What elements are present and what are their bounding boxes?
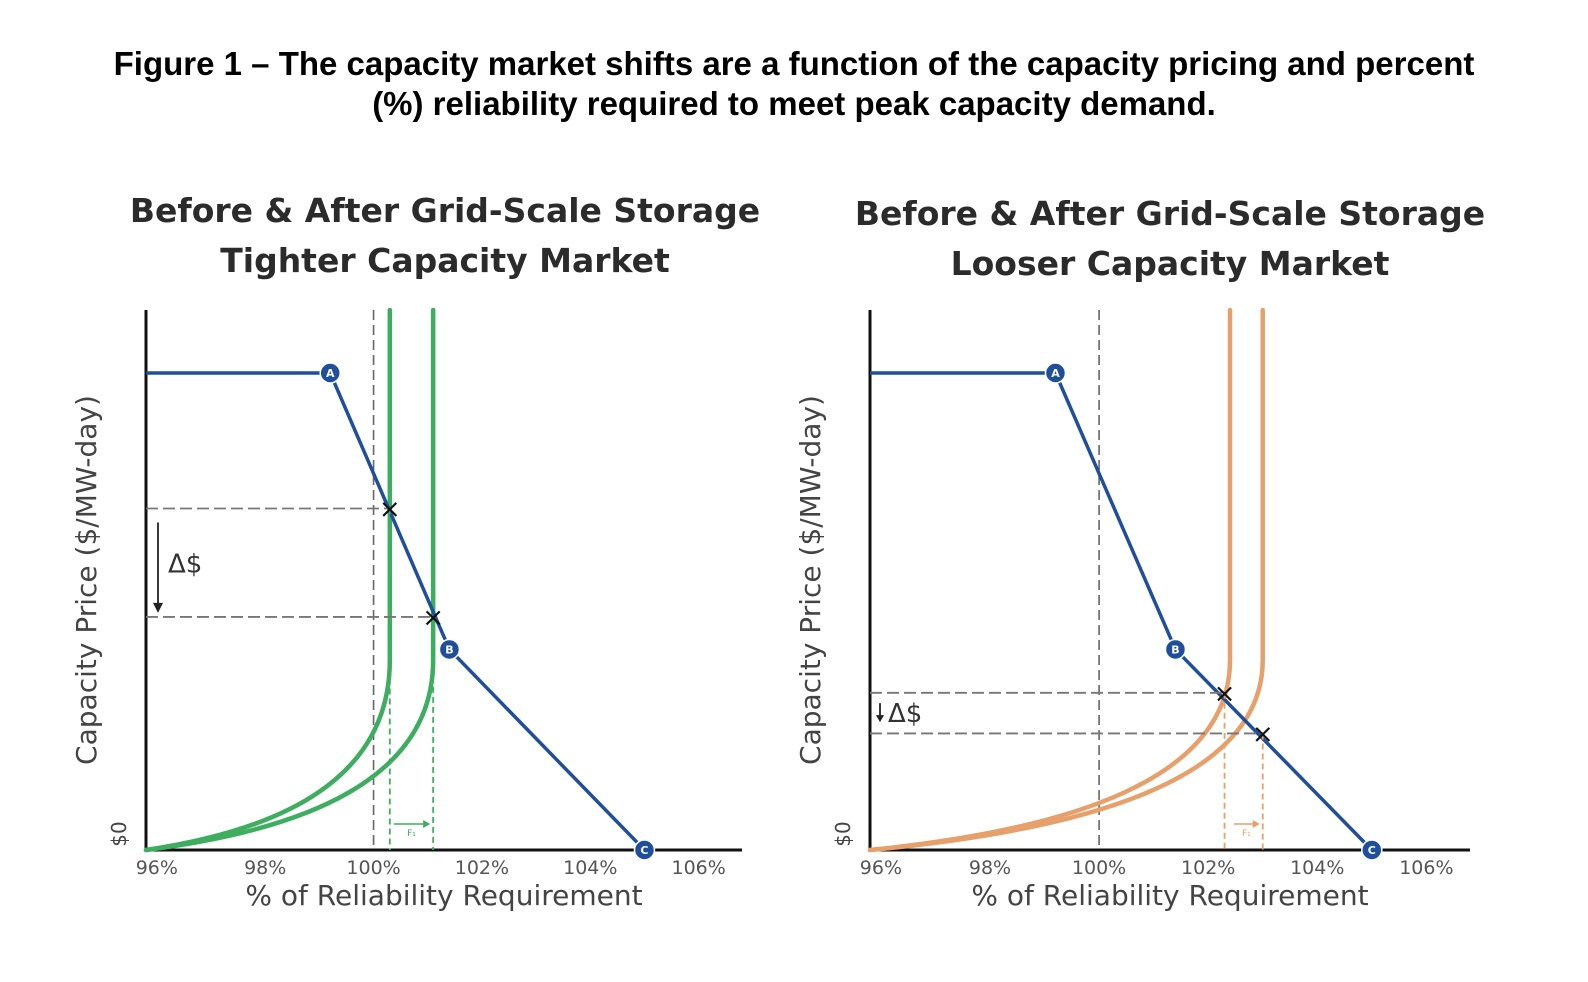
figure-title: Figure 1 – The capacity market shifts ar… (60, 44, 1528, 124)
delta-price-label: Δ$ (168, 550, 202, 580)
x-tick-label: 98% (244, 857, 286, 879)
y-axis-label: Capacity Price ($/MW-day) (70, 395, 103, 765)
delta-arrow-head (876, 715, 884, 723)
clearing-point-marker: × (1214, 679, 1236, 709)
y-axis-label: Capacity Price ($/MW-day) (794, 395, 827, 765)
x-tick-label: 98% (969, 857, 1011, 879)
chart-looser-market: Before & After Grid-Scale Storage Looser … (794, 194, 1485, 912)
demand-point-b (1164, 638, 1187, 661)
chart-tighter-market: Before & After Grid-Scale Storage Tighter… (70, 191, 760, 912)
demand-point-b (438, 638, 461, 661)
demand-curve (870, 371, 1374, 852)
demand-point-label: C (640, 844, 648, 857)
x-tick-label: 96% (860, 857, 902, 879)
figure-title-line-1: Figure 1 – The capacity market shifts ar… (113, 45, 1475, 82)
demand-point-a (319, 362, 341, 384)
demand-point-c (633, 839, 656, 861)
x-tick-label: 104% (1290, 857, 1344, 879)
figure-title-line-2: (%) reliability required to meet peak ca… (372, 85, 1216, 122)
delta-arrow-head (153, 602, 163, 613)
x-axis-label: % of Reliability Requirement (245, 879, 642, 912)
clearing-point-marker: × (1252, 719, 1274, 749)
x-tick-label: 100% (1072, 857, 1126, 879)
x-tick-label: 106% (671, 857, 725, 879)
x-tick-label: 100% (346, 857, 400, 879)
demand-point-label: A (1051, 367, 1060, 380)
y-zero-label: $0 (831, 821, 855, 846)
x-tick-label: 96% (136, 857, 178, 879)
demand-point-label: B (445, 643, 453, 656)
shift-label: F₁ (407, 829, 416, 839)
x-tick-label: 102% (455, 857, 509, 879)
clearing-point-marker: × (379, 495, 401, 525)
chart-subtitle: Looser Capacity Market (951, 244, 1390, 283)
demand-point-label: B (1171, 643, 1179, 656)
delta-price-label: Δ$ (888, 699, 922, 729)
clearing-point-marker: × (422, 603, 444, 633)
chart-subtitle: Tighter Capacity Market (220, 241, 670, 280)
x-tick-label: 106% (1399, 857, 1453, 879)
demand-point-label: A (326, 367, 335, 380)
demand-point-c (1361, 839, 1383, 861)
supply-curve-before (867, 307, 1233, 853)
shift-arrow-head (1252, 820, 1260, 828)
demand-point-label: C (1368, 844, 1376, 857)
x-tick-label: 102% (1181, 857, 1235, 879)
chart-title: Before & After Grid-Scale Storage (855, 194, 1485, 233)
shift-label: F₁ (1242, 829, 1251, 839)
shift-arrow-head (423, 820, 431, 828)
x-axis-label: % of Reliability Requirement (971, 879, 1368, 912)
chart-title: Before & After Grid-Scale Storage (130, 191, 760, 230)
x-tick-label: 104% (563, 857, 617, 879)
demand-curve (146, 371, 646, 852)
supply-curve-after (867, 307, 1265, 853)
supply-curve-after (143, 307, 436, 853)
y-zero-label: $0 (107, 821, 131, 846)
supply-curve-before (143, 307, 393, 853)
demand-point-a (1044, 362, 1067, 384)
